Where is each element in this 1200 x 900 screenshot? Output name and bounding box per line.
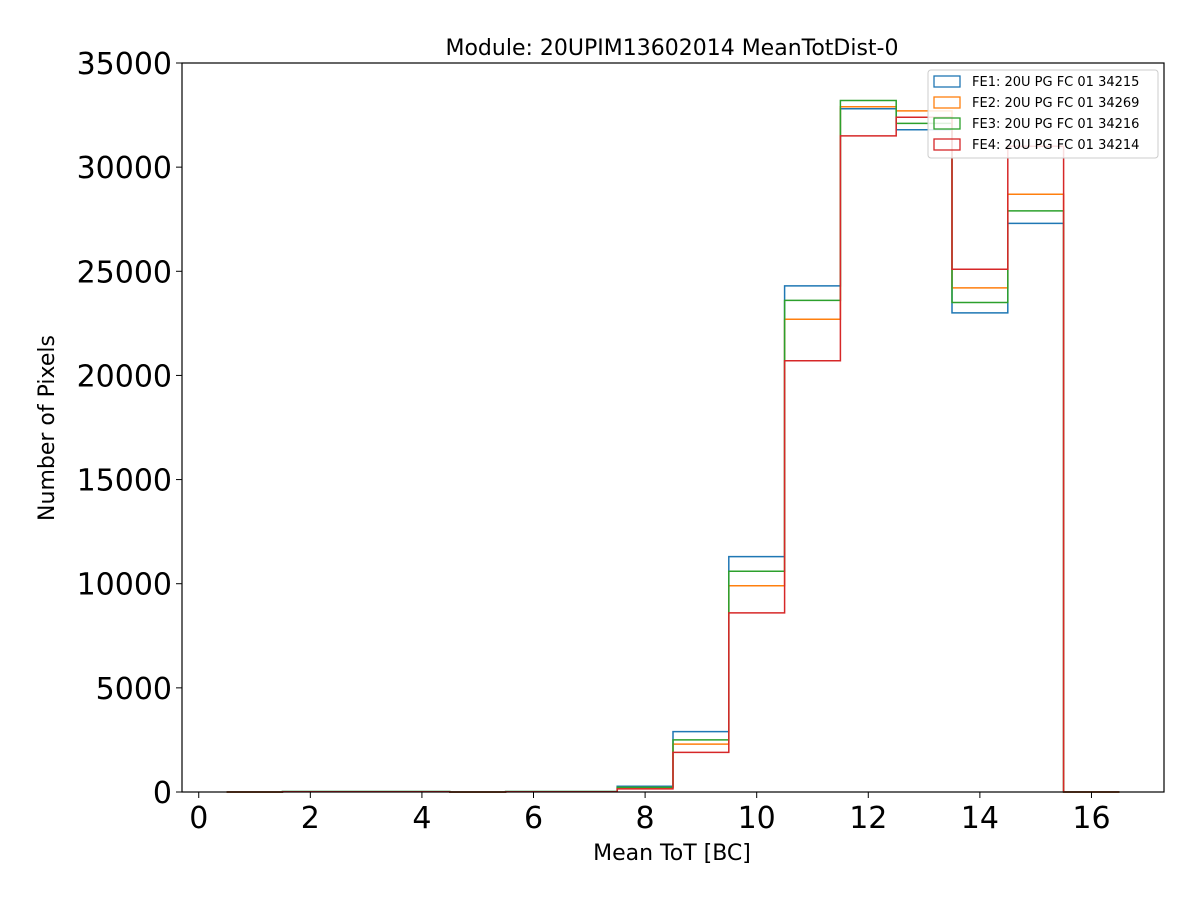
legend-label-fe1: FE1: 20U PG FC 01 34215 [972,75,1139,90]
x-axis-label: Mean ToT [BC] [593,841,751,866]
x-tick-label: 2 [301,801,320,836]
y-tick-label: 30000 [77,151,172,186]
x-tick-label: 4 [412,801,431,836]
y-tick-label: 15000 [77,464,172,499]
y-tick-label: 10000 [77,568,172,603]
series-line-fe3 [226,99,1120,793]
plot-frame [181,62,1165,793]
legend-box [927,69,1159,159]
y-tick-label: 35000 [77,47,172,82]
series-line-fe2 [226,105,1120,793]
x-tick-label: 12 [849,801,887,836]
y-tick-label: 0 [153,776,172,811]
legend-swatch-fe4 [933,138,961,151]
legend: FE1: 20U PG FC 01 34215 FE2: 20U PG FC 01… [927,69,1159,159]
x-tick-label: 8 [636,801,655,836]
legend-label-fe2: FE2: 20U PG FC 01 34269 [972,96,1139,111]
y-tick-label: 5000 [96,672,172,707]
legend-label-fe4: FE4: 20U PG FC 01 34214 [972,138,1139,153]
y-tick-label: 20000 [77,359,172,394]
legend-swatch-fe1 [933,75,961,88]
legend-label-fe3: FE3: 20U PG FC 01 34216 [972,117,1139,132]
legend-swatch-fe2 [933,96,961,109]
y-axis-label: Number of Pixels [35,335,60,521]
legend-swatch-fe3 [933,117,961,130]
y-axis: 0 5000 10000 15000 20000 25000 30000 35000 [77,47,182,811]
y-tick-label: 25000 [77,255,172,290]
series-line-fe4 [226,116,1120,793]
x-tick-label: 6 [524,801,543,836]
x-axis: 0 2 4 6 8 10 12 14 16 [189,792,1111,836]
plot-area [226,99,1120,793]
x-tick-label: 16 [1072,801,1110,836]
x-tick-label: 0 [189,801,208,836]
x-tick-label: 14 [961,801,999,836]
x-tick-label: 10 [738,801,776,836]
chart-title: Module: 20UPIM13602014 MeanTotDist-0 [445,36,898,61]
series-line-fe1 [226,108,1120,793]
